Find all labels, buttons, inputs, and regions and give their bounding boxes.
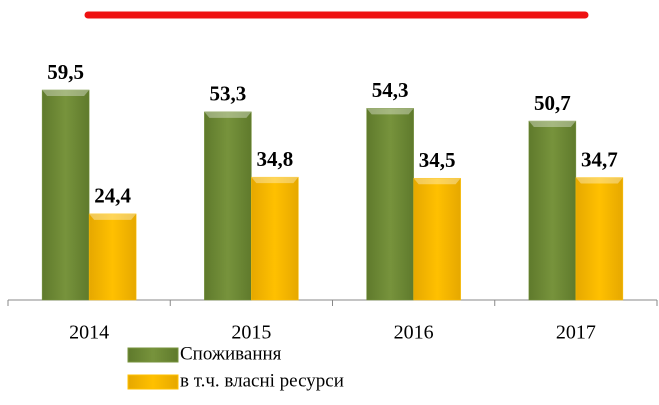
- bar-bevel: [575, 177, 623, 184]
- legend-label: Споживання: [180, 343, 282, 364]
- legend-label: в т.ч. власні ресурси: [180, 370, 344, 391]
- bar-bevel: [251, 177, 299, 184]
- value-label: 53,3: [210, 82, 247, 106]
- bar-bevel: [42, 90, 90, 96]
- bar: [528, 120, 577, 301]
- value-label: 34,7: [581, 147, 618, 171]
- legend-swatch: [127, 374, 179, 390]
- x-tick-label: 2014: [69, 322, 109, 344]
- bar-bevel: [413, 178, 461, 185]
- x-tick-label: 2015: [231, 322, 271, 344]
- value-label: 34,5: [419, 148, 456, 172]
- bar-bevel: [204, 111, 252, 118]
- bar: [88, 213, 137, 301]
- value-label: 34,8: [257, 147, 294, 171]
- legend-swatch: [127, 347, 179, 363]
- value-label: 54,3: [372, 78, 409, 102]
- value-label: 24,4: [94, 184, 131, 208]
- bar: [251, 176, 299, 301]
- bar-bevel: [366, 108, 414, 115]
- bar: [41, 89, 90, 301]
- value-label: 50,7: [534, 91, 571, 115]
- x-tick-label: 2017: [556, 322, 596, 344]
- bar: [413, 177, 461, 301]
- value-label: 59,5: [47, 60, 84, 84]
- bar: [204, 111, 252, 301]
- x-tick-label: 2016: [394, 322, 434, 344]
- bar-bevel: [528, 121, 576, 128]
- bar: [575, 177, 624, 301]
- bar-bevel: [89, 213, 137, 220]
- bar: [366, 108, 414, 301]
